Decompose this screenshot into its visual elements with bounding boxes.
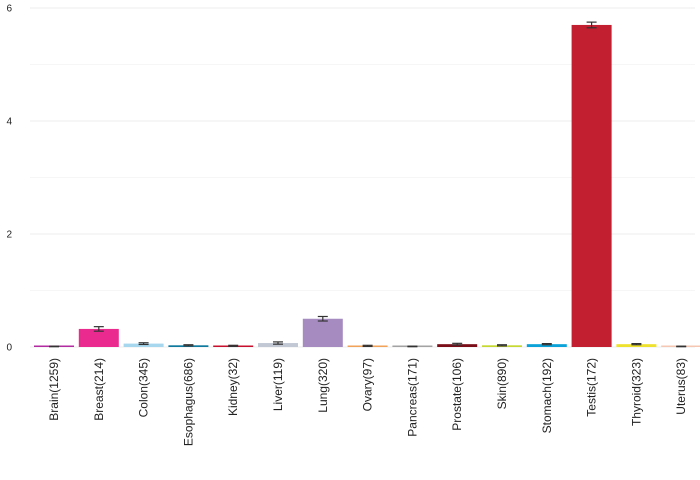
x-tick-label: Lung(320) [316, 358, 330, 413]
y-tick-label: 2 [6, 230, 12, 241]
y-tick-label: 6 [6, 4, 12, 15]
bar [78, 328, 119, 347]
x-tick-label: Esophagus(686) [181, 358, 195, 446]
x-tick-label: Skin(890) [495, 358, 509, 409]
error-bar [407, 345, 418, 348]
x-tick-label: Breast(214) [92, 358, 106, 421]
error-bar [586, 21, 597, 29]
error-bars [49, 21, 687, 348]
x-tick-label: Uterus(83) [674, 358, 688, 415]
bar [302, 318, 343, 347]
error-bar [452, 342, 463, 346]
bar [616, 344, 657, 347]
x-tick-label: Stomach(192) [540, 358, 554, 433]
error-bar [273, 341, 283, 345]
error-bar [541, 343, 552, 346]
error-bar [228, 344, 239, 348]
error-bar [317, 315, 328, 322]
x-tick-label: Kidney(32) [226, 358, 240, 416]
x-tick-label: Ovary(97) [361, 358, 375, 411]
bars [34, 24, 700, 347]
x-tick-label: Brain(1259) [47, 358, 61, 421]
x-tick-label: Testis(172) [585, 358, 599, 417]
bar [571, 24, 612, 347]
x-axis-labels: Brain(1259) Breast(214) Colon(345) Esophagu… [47, 358, 688, 446]
error-bar [138, 342, 149, 346]
y-axis-ticks: 0 2 4 6 [6, 4, 12, 354]
error-bar [362, 344, 373, 348]
bar [123, 343, 164, 347]
bar [258, 343, 298, 347]
error-bar [497, 344, 507, 347]
y-tick-label: 0 [6, 343, 12, 354]
x-tick-label: Colon(345) [137, 358, 151, 417]
bar [526, 344, 567, 347]
error-bar [93, 326, 104, 332]
x-tick-label: Thyroid(323) [629, 358, 643, 426]
x-tick-label: Prostate(106) [450, 358, 464, 431]
error-bar [183, 344, 194, 347]
x-tick-label: Liver(119) [271, 358, 285, 411]
x-tick-label: Pancreas(171) [405, 358, 419, 437]
error-bar [49, 345, 59, 348]
error-bar [631, 343, 642, 346]
y-tick-label: 4 [6, 117, 12, 128]
error-bar [676, 345, 687, 348]
